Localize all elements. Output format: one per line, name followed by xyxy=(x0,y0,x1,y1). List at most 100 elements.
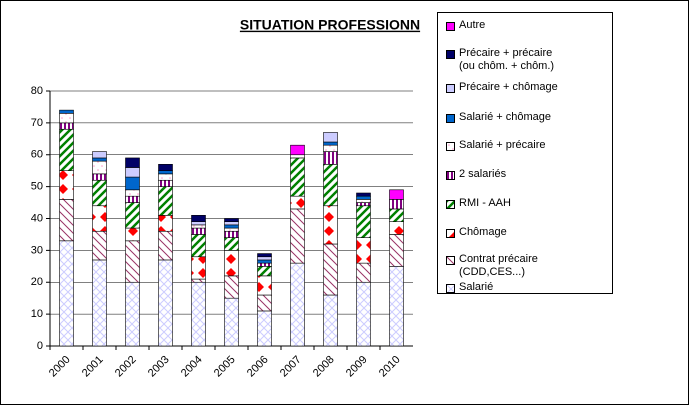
legend-label: Contrat précaire (CDD,CES...) xyxy=(459,253,538,278)
bar-segment xyxy=(158,259,173,347)
bar-segment xyxy=(92,259,107,347)
bar-segment xyxy=(191,234,206,258)
y-tick-label: 10 xyxy=(31,308,43,320)
swatch-fill xyxy=(447,285,454,292)
bar-segment xyxy=(59,170,74,200)
bar-segment xyxy=(323,141,338,146)
bar-segment xyxy=(158,164,173,171)
bar-segment xyxy=(356,281,371,347)
bar-segment xyxy=(125,281,140,347)
bar-segment xyxy=(125,167,140,178)
bar-segment xyxy=(158,170,173,175)
legend-swatch xyxy=(446,256,455,265)
bar-segment xyxy=(389,221,404,235)
swatch-fill xyxy=(447,172,454,179)
bar-segment xyxy=(257,256,272,261)
bar-segment xyxy=(92,160,107,175)
bar-segment xyxy=(323,294,338,347)
bar-segment xyxy=(224,224,239,229)
bar-segment xyxy=(92,173,107,181)
bar-segment xyxy=(125,195,140,203)
y-tick-label: 30 xyxy=(31,244,43,256)
bar-segment xyxy=(389,266,404,347)
bar-segment xyxy=(224,297,239,347)
bar-segment xyxy=(59,122,74,130)
swatch-svg xyxy=(447,51,454,58)
legend-swatch xyxy=(446,114,455,123)
bar-segment xyxy=(356,192,371,197)
bar-segment xyxy=(125,227,140,242)
bar-segment xyxy=(323,205,338,245)
bar-segment xyxy=(290,157,305,197)
bar-segment xyxy=(125,176,140,191)
legend-item: Précaire + chômage xyxy=(446,81,606,94)
bar-segment xyxy=(257,294,272,312)
bar-segment xyxy=(389,199,404,210)
legend-item: Salarié + précaire xyxy=(446,139,606,152)
legend-item: Contrat précaire (CDD,CES...) xyxy=(446,253,606,279)
legend-swatch xyxy=(446,229,455,238)
legend-label: Salarié + précaire xyxy=(459,139,546,151)
legend-swatch xyxy=(446,22,455,31)
bar-segment xyxy=(290,154,305,159)
bar-segment xyxy=(323,132,338,143)
legend-item: Chômage xyxy=(446,226,606,239)
legend-label: Précaire + précaire (ou chôm. + chôm.) xyxy=(459,47,555,72)
legend: Autre Précaire + précaire (ou chôm. + chô… xyxy=(437,12,613,294)
bar-segment xyxy=(59,109,74,114)
bar-segment xyxy=(59,128,74,171)
bar-segment xyxy=(224,250,239,277)
bar-segment xyxy=(191,256,206,280)
bar-segment xyxy=(191,224,206,229)
bar-segment xyxy=(125,189,140,197)
bar-segment xyxy=(290,195,305,210)
bar-segment xyxy=(290,144,305,156)
bar-segment xyxy=(257,266,272,277)
bar-segment xyxy=(224,237,239,251)
bar-segment xyxy=(158,179,173,187)
bar-segment xyxy=(389,208,404,222)
bar-segment xyxy=(323,151,338,165)
bar-segment xyxy=(158,215,173,232)
bar-segment xyxy=(356,202,371,207)
swatch-svg xyxy=(447,230,454,237)
legend-item: RMI - AAH xyxy=(446,197,606,210)
legend-label: Salarié xyxy=(459,281,494,293)
y-tick-label: 60 xyxy=(31,149,43,161)
bar-segment xyxy=(59,199,74,242)
bar-segment xyxy=(125,157,140,168)
legend-swatch xyxy=(446,200,455,209)
swatch-svg xyxy=(447,285,454,292)
swatch-fill xyxy=(447,230,454,237)
bar-segment xyxy=(224,230,239,238)
swatch-fill xyxy=(447,143,454,150)
legend-label: Salarié + chômage xyxy=(459,111,552,123)
legend-item: Salarié + chômage xyxy=(446,111,606,124)
bar-segment xyxy=(257,259,272,264)
y-tick-label: 20 xyxy=(31,276,43,288)
swatch-fill xyxy=(447,85,454,92)
legend-item: 2 salariés xyxy=(446,168,606,181)
bar-segment xyxy=(356,262,371,283)
bar-segment xyxy=(92,151,107,159)
bar-segment xyxy=(356,237,371,264)
legend-swatch xyxy=(446,171,455,180)
bar-segment xyxy=(92,205,107,232)
bar-segment xyxy=(158,186,173,216)
legend-label: RMI - AAH xyxy=(459,197,511,209)
legend-label: Précaire + chômage xyxy=(459,81,558,93)
legend-item: Salarié xyxy=(446,281,606,294)
chart-title: SITUATION PROFESSIONN xyxy=(240,17,420,33)
bar-segment xyxy=(356,199,371,203)
bar-segment xyxy=(290,262,305,347)
swatch-svg xyxy=(447,257,454,264)
bar-segment xyxy=(59,113,74,124)
bar-segment xyxy=(224,275,239,299)
bar-segment xyxy=(356,195,371,200)
swatch-svg xyxy=(447,201,454,208)
bar-segment xyxy=(257,310,272,347)
swatch-svg xyxy=(447,115,454,122)
legend-label: Autre xyxy=(459,19,486,31)
legend-swatch xyxy=(446,84,455,93)
